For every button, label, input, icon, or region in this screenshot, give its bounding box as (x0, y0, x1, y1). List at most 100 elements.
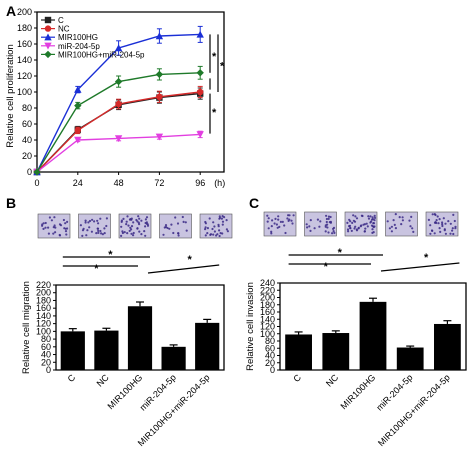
stained-cell (266, 214, 269, 217)
category-label: miR-204-5p (374, 372, 414, 412)
stained-cell (120, 234, 123, 237)
stained-cell (101, 233, 104, 236)
legend-label: NC (58, 25, 70, 34)
stained-cell (218, 234, 221, 238)
stained-cell (53, 216, 56, 219)
stained-cell (103, 232, 106, 235)
y-tick-label: 0 (270, 365, 275, 375)
plot-frame (36, 11, 225, 173)
stained-cell (352, 214, 355, 217)
stained-cell (348, 224, 352, 227)
y-tick-label: 160 (260, 307, 275, 317)
stained-cell (138, 217, 141, 220)
stained-cell (204, 222, 207, 225)
stained-cell (411, 227, 414, 230)
x-tick-label: 96 (195, 178, 205, 188)
stained-cell (281, 220, 284, 223)
stained-cell (318, 225, 321, 228)
stained-cell (99, 217, 102, 220)
stained-cell (367, 215, 370, 218)
legend-label: MIR100HG (58, 33, 98, 42)
stained-cell (367, 217, 371, 220)
stained-cell (276, 226, 279, 229)
stained-cell (44, 221, 47, 225)
legend-label: MIR100HG+miR-204-5p (58, 50, 145, 59)
stained-cell (100, 232, 103, 235)
y-tick-label: 60 (265, 343, 275, 353)
stained-cell (217, 223, 220, 226)
stained-cell (97, 231, 100, 234)
stained-cell (44, 226, 47, 229)
y-tick-label: 20 (22, 151, 32, 161)
stained-cell (128, 218, 132, 221)
legend-marker (44, 25, 52, 32)
stained-cell (66, 220, 69, 223)
stained-cell (441, 224, 444, 228)
stained-cell (434, 213, 437, 217)
data-point (115, 100, 122, 108)
y-tick-label: 20 (265, 358, 275, 368)
data-point (114, 135, 123, 143)
significance-star: * (212, 107, 217, 119)
stained-cell (219, 232, 222, 235)
stained-cell (277, 215, 280, 218)
stained-cell (267, 227, 270, 230)
y-tick-label: 140 (36, 311, 51, 321)
y-tick-label: 40 (22, 135, 32, 145)
bar (127, 306, 153, 370)
stained-cell (64, 222, 67, 225)
series-1 (33, 85, 204, 176)
micrograph-bg (199, 213, 233, 239)
stained-cell (125, 220, 128, 223)
stained-cell (218, 215, 221, 218)
stained-cell (121, 230, 124, 233)
series-4 (33, 65, 204, 176)
stained-cell (59, 224, 63, 227)
stained-cell (435, 219, 438, 222)
stained-cell (319, 220, 322, 223)
stained-cell (284, 231, 287, 235)
stained-cell (392, 219, 395, 222)
bar (396, 347, 424, 370)
stained-cell (164, 225, 168, 229)
stained-cell (372, 231, 375, 234)
significance-star: * (424, 252, 429, 264)
y-tick-label: 100 (36, 326, 51, 336)
stained-cell (136, 227, 139, 230)
stained-cell (170, 223, 173, 226)
stained-cell (449, 232, 452, 235)
significance-star: * (338, 247, 343, 259)
stained-cell (370, 224, 374, 227)
stained-cell (441, 221, 444, 224)
stained-cell (279, 220, 282, 223)
bar (94, 330, 119, 370)
stained-cell (213, 225, 216, 228)
significance-star: * (324, 261, 329, 273)
stained-cell (362, 223, 365, 226)
significance-star: * (94, 263, 99, 275)
stained-cell (388, 227, 391, 230)
stained-cell (270, 230, 273, 233)
legend-label: C (58, 16, 64, 25)
stained-cell (128, 229, 131, 232)
micrograph-image (37, 213, 71, 239)
significance-star: * (108, 249, 113, 261)
y-tick-label: 220 (260, 285, 275, 295)
stained-cell (213, 230, 216, 233)
bar (285, 334, 312, 370)
stained-cell (218, 229, 221, 232)
stained-cell (452, 232, 455, 236)
stained-cell (325, 220, 328, 224)
stained-cell (123, 231, 126, 234)
stained-cell (364, 227, 367, 230)
stained-cell (371, 228, 374, 231)
legend-marker (44, 16, 52, 24)
legend-label: miR-204-5p (58, 42, 100, 51)
category-label: NC (324, 372, 341, 389)
micrograph-image (118, 213, 152, 239)
stained-cell (144, 225, 147, 228)
stained-cell (447, 220, 450, 223)
